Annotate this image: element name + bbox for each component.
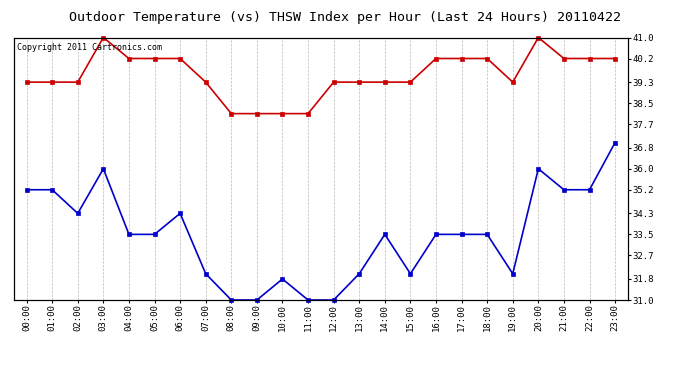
Text: Copyright 2011 Cartronics.com: Copyright 2011 Cartronics.com — [17, 43, 162, 52]
Text: Outdoor Temperature (vs) THSW Index per Hour (Last 24 Hours) 20110422: Outdoor Temperature (vs) THSW Index per … — [69, 11, 621, 24]
